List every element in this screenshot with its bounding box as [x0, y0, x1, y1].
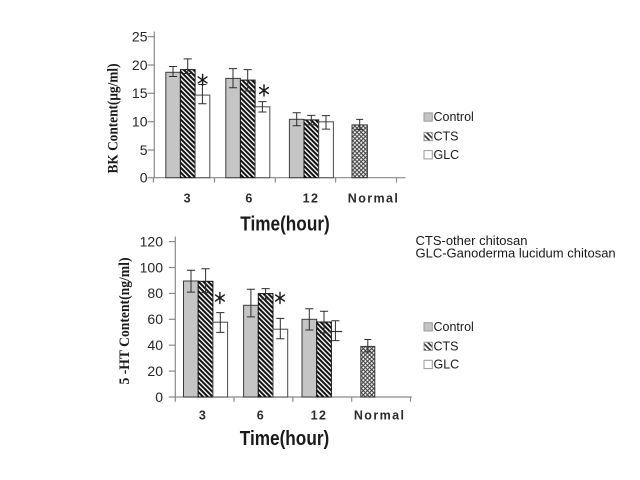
svg-text:5 -HT Content(ng/ml): 5 -HT Content(ng/ml)	[117, 258, 133, 385]
svg-text:Normal: Normal	[348, 192, 399, 206]
svg-text:15: 15	[132, 85, 148, 101]
svg-text:0: 0	[155, 389, 163, 405]
svg-text:Normal: Normal	[354, 409, 405, 423]
svg-text:6: 6	[245, 192, 253, 206]
svg-text:12: 12	[311, 409, 328, 423]
svg-text:BK Content(μg/ml): BK Content(μg/ml)	[106, 63, 122, 173]
svg-text:10: 10	[132, 114, 148, 130]
svg-text:Control: Control	[434, 110, 474, 124]
svg-text:40: 40	[147, 337, 163, 353]
svg-text:GLC: GLC	[434, 358, 460, 372]
svg-text:12: 12	[303, 192, 320, 206]
svg-text:Time(hour): Time(hour)	[240, 427, 330, 450]
svg-text:60: 60	[147, 311, 163, 327]
svg-text:3: 3	[199, 409, 207, 423]
svg-text:0: 0	[140, 170, 148, 186]
svg-text:GLC-Ganoderma lucidum chitosan: GLC-Ganoderma lucidum chitosan	[416, 246, 616, 261]
svg-text:25: 25	[132, 29, 148, 45]
svg-text:80: 80	[147, 285, 163, 301]
svg-text:Control: Control	[434, 320, 474, 334]
svg-text:20: 20	[132, 57, 148, 73]
svg-text:20: 20	[147, 363, 163, 379]
svg-text:Time(hour): Time(hour)	[240, 213, 330, 236]
svg-text:3: 3	[184, 192, 192, 206]
svg-text:GLC: GLC	[434, 148, 460, 162]
svg-text:CTS: CTS	[434, 339, 459, 353]
svg-text:5: 5	[140, 142, 148, 158]
svg-text:6: 6	[257, 409, 265, 423]
svg-text:120: 120	[140, 233, 164, 249]
svg-text:100: 100	[140, 259, 164, 275]
svg-text:CTS: CTS	[434, 130, 459, 144]
svg-text:CTS-other chitosan: CTS-other chitosan	[416, 233, 528, 248]
